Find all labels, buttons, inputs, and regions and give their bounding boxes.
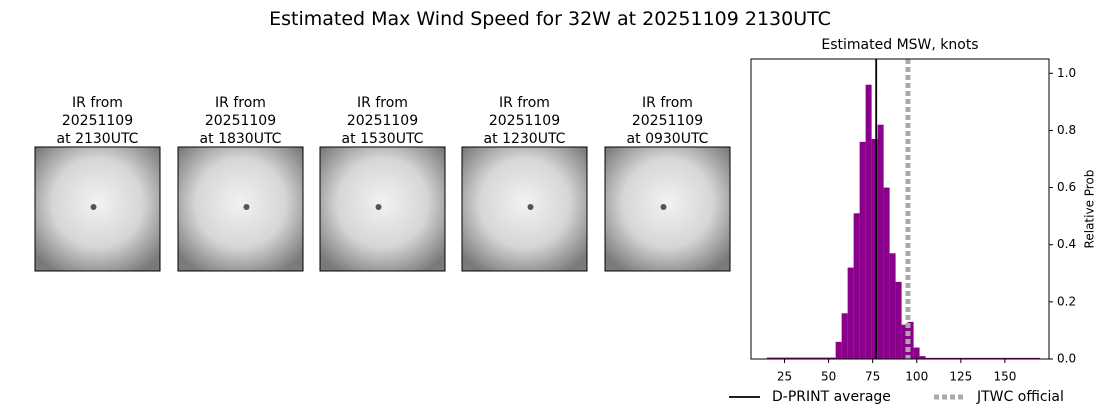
panel-label: 20251109	[347, 113, 418, 129]
x-tick-label: 125	[949, 370, 972, 384]
chart-title: Estimated MSW, knots	[821, 37, 978, 53]
panel-label: 20251109	[62, 113, 133, 129]
x-tick-label: 25	[777, 370, 792, 384]
ir-image	[604, 146, 731, 272]
ir-image	[177, 146, 304, 272]
panel-label: at 1230UTC	[484, 131, 566, 147]
panel-label: 20251109	[489, 113, 560, 129]
panel-label: at 1830UTC	[200, 131, 282, 147]
bar	[853, 213, 860, 359]
panel-label: 20251109	[632, 113, 703, 129]
panel-label: 20251109	[205, 113, 276, 129]
bar	[901, 324, 908, 359]
panel-label: at 0930UTC	[627, 131, 709, 147]
x-tick-label: 150	[993, 370, 1016, 384]
legend-label: D-PRINT average	[772, 389, 891, 405]
bar	[895, 281, 902, 359]
ir-image	[34, 146, 161, 272]
figure-title: Estimated Max Wind Speed for 32W at 2025…	[269, 8, 831, 30]
panel-label: at 2130UTC	[57, 131, 139, 147]
panel-label: IR from	[499, 95, 550, 111]
y-axis-label: Relative Prob	[1083, 170, 1097, 249]
panel-label: IR from	[357, 95, 408, 111]
bar	[859, 141, 866, 359]
y-tick-label: 1.0	[1057, 66, 1076, 80]
ir-image	[461, 146, 588, 272]
bar	[883, 187, 890, 359]
y-tick-label: 0.4	[1057, 237, 1076, 251]
panel-label: at 1530UTC	[342, 131, 424, 147]
bar	[889, 253, 896, 359]
bar	[841, 313, 848, 359]
x-tick-label: 50	[821, 370, 836, 384]
bar	[865, 84, 872, 359]
x-tick-label: 75	[865, 370, 880, 384]
storm-eye	[527, 204, 534, 210]
panel-label: IR from	[642, 95, 693, 111]
ir-image	[319, 146, 446, 272]
bar	[919, 356, 926, 359]
bar	[907, 321, 914, 359]
bar	[835, 341, 842, 359]
panel-label: IR from	[72, 95, 123, 111]
bar	[766, 357, 836, 359]
bar	[847, 267, 854, 359]
y-tick-label: 0.0	[1057, 352, 1076, 366]
storm-eye	[243, 204, 250, 210]
storm-eye	[375, 204, 382, 210]
bar	[913, 347, 920, 359]
legend-label: JTWC official	[976, 389, 1064, 405]
y-tick-label: 0.2	[1057, 294, 1076, 308]
plot-frame	[750, 58, 1050, 360]
storm-eye	[90, 204, 97, 210]
bar	[925, 357, 1041, 359]
bar	[871, 139, 878, 359]
storm-eye	[660, 204, 667, 210]
y-tick-label: 0.8	[1057, 123, 1076, 137]
y-tick-label: 0.6	[1057, 180, 1076, 194]
panel-label: IR from	[215, 95, 266, 111]
x-tick-label: 100	[905, 370, 928, 384]
bar	[877, 124, 884, 359]
